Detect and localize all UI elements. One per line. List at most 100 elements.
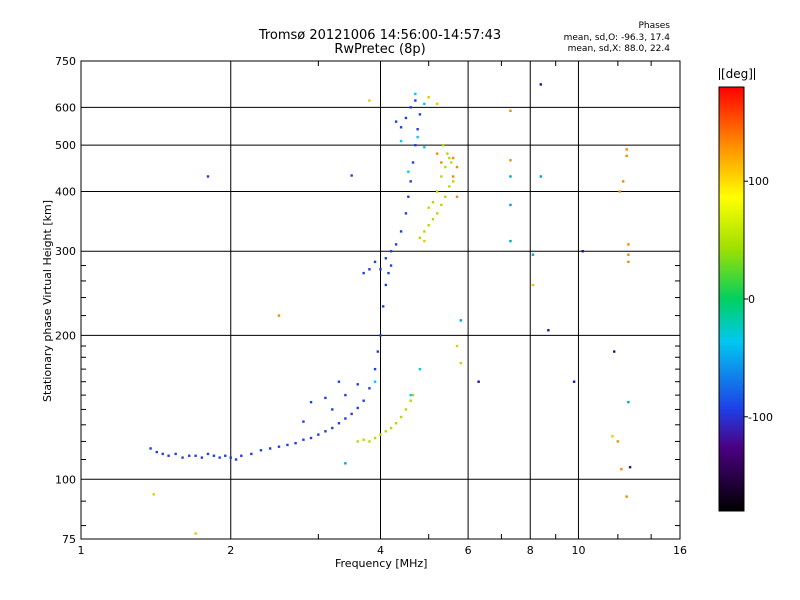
data-point-o <box>477 380 480 383</box>
data-point-o <box>368 268 371 271</box>
data-point-o <box>234 458 238 461</box>
data-point-x <box>399 415 403 419</box>
data-point-o <box>344 462 347 465</box>
data-point-x <box>362 438 365 441</box>
y-tick-label: 750 <box>55 55 76 68</box>
data-point-o <box>404 212 408 215</box>
data-point-x <box>423 230 426 233</box>
data-point-o <box>376 350 379 353</box>
data-point-x <box>509 159 512 162</box>
data-point-x <box>384 430 388 433</box>
data-point-o <box>302 420 305 423</box>
data-point-o <box>161 452 164 456</box>
data-point-o <box>379 334 382 337</box>
y-axis-label: Stationary phase Virtual Height [km] <box>41 199 54 403</box>
x-tick-label: 8 <box>527 544 534 557</box>
data-point-o <box>302 438 305 441</box>
data-point-o <box>259 449 263 452</box>
data-point-x <box>611 435 614 438</box>
data-point-x <box>446 152 449 155</box>
data-point-o <box>373 380 377 383</box>
data-point-o <box>250 452 253 456</box>
data-point-o <box>187 454 191 457</box>
data-point-o <box>218 456 221 459</box>
data-point-o <box>627 400 630 404</box>
data-point-x <box>423 239 426 243</box>
colorbar-unit: [deg] <box>719 67 755 81</box>
data-point-o <box>416 135 419 139</box>
data-point-o <box>344 393 347 397</box>
data-point-o <box>294 441 297 445</box>
data-point-o <box>572 380 576 383</box>
data-point-o <box>416 127 419 131</box>
data-point-o <box>206 452 210 456</box>
data-point-x <box>427 224 430 227</box>
data-point-x <box>368 99 371 102</box>
phase-stats-title: Phases <box>638 21 670 31</box>
data-point-x <box>431 218 435 221</box>
data-point-x <box>627 260 630 264</box>
data-point-o <box>394 120 398 123</box>
data-point-x <box>442 143 445 147</box>
data-point-o <box>418 113 422 116</box>
data-point-o <box>362 399 365 402</box>
data-point-o <box>368 387 371 390</box>
y-tick-label: 200 <box>55 329 76 342</box>
phase-stats-o: mean, sd,O: -96.3, 17.4 <box>563 33 670 43</box>
data-point-o <box>324 430 327 433</box>
x-axis-label: Frequency [MHz] <box>335 557 428 570</box>
data-point-x <box>418 236 422 240</box>
data-point-x <box>373 436 377 440</box>
data-point-x <box>440 161 443 164</box>
data-point-x <box>427 95 430 99</box>
data-point-o <box>531 253 535 256</box>
data-point-o <box>337 380 341 383</box>
data-point-o <box>404 116 408 120</box>
chart-title: Tromsø 20121006 14:56:00-14:57:43 <box>258 28 502 43</box>
data-point-o <box>373 367 377 371</box>
data-point-o <box>286 443 289 447</box>
data-point-o <box>509 175 512 178</box>
data-point-o <box>539 175 542 178</box>
data-point-o <box>362 271 365 275</box>
data-point-o <box>423 146 426 149</box>
data-point-o <box>384 257 388 260</box>
data-point-x <box>356 440 359 443</box>
data-point-o <box>331 426 334 430</box>
data-point-x <box>455 344 459 348</box>
data-point-o <box>399 139 403 143</box>
data-point-o <box>379 268 382 271</box>
data-point-o <box>407 195 410 198</box>
data-point-o <box>409 393 412 397</box>
phase-stats-x: mean, sd,X: 88.0, 22.4 <box>567 44 670 54</box>
colorbar-tick-label: 100 <box>748 175 769 188</box>
data-point-x <box>627 243 630 246</box>
data-point-o <box>317 433 320 436</box>
data-point-x <box>389 426 393 430</box>
data-point-o <box>414 99 417 102</box>
x-tick-label: 10 <box>571 544 585 557</box>
data-point-o <box>509 239 512 243</box>
data-point-x <box>431 200 435 204</box>
data-point-x <box>620 467 623 471</box>
data-point-o <box>409 180 412 183</box>
data-point-o <box>181 456 184 459</box>
data-point-x <box>379 433 382 436</box>
y-tick-label: 300 <box>55 245 76 258</box>
data-point-o <box>399 126 403 129</box>
data-point-x <box>616 440 620 443</box>
data-point-x <box>409 399 412 402</box>
data-point-x <box>618 190 621 193</box>
data-point-o <box>613 350 616 353</box>
data-point-x <box>448 185 451 188</box>
phase-colorbar <box>718 86 745 512</box>
y-tick-label: 500 <box>55 139 76 152</box>
data-point-x <box>451 175 455 178</box>
data-point-x <box>411 393 415 397</box>
data-point-o <box>547 329 550 332</box>
data-point-o <box>423 102 426 106</box>
y-tick-label: 100 <box>55 473 76 486</box>
data-point-o <box>418 367 422 371</box>
data-point-o <box>581 250 584 253</box>
